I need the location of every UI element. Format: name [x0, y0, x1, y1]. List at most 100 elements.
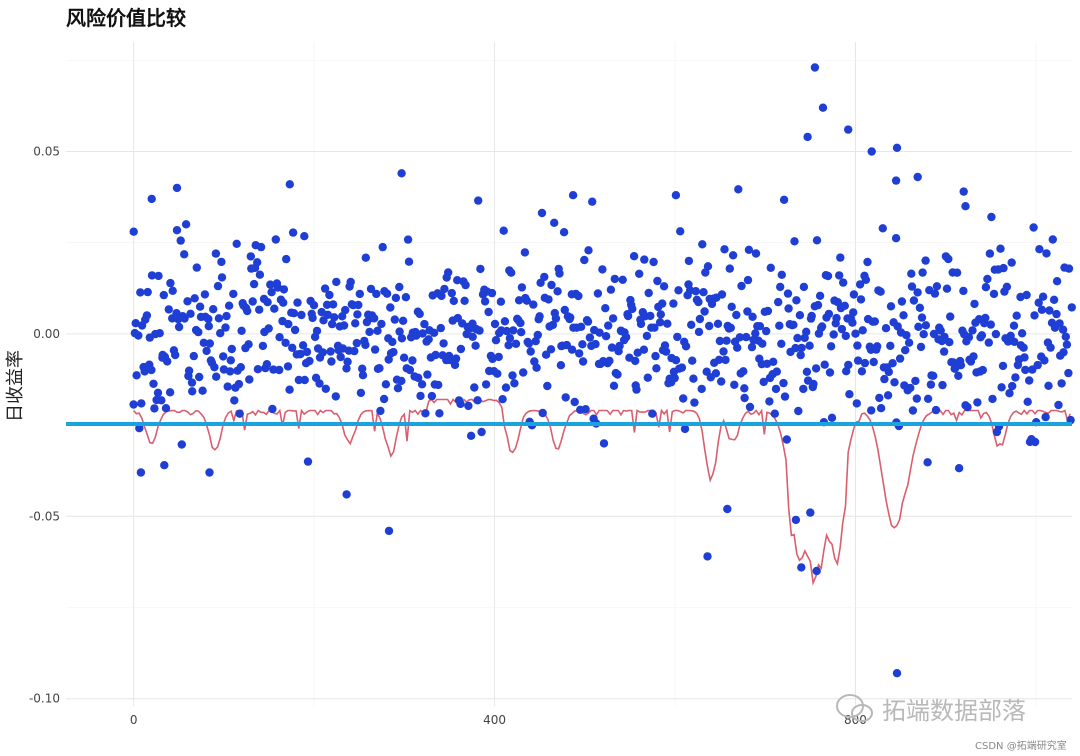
data-point	[607, 343, 617, 352]
data-point	[717, 377, 726, 386]
data-point	[404, 257, 414, 266]
data-point	[163, 357, 172, 366]
plot-panel-background	[66, 42, 1072, 706]
data-point	[153, 388, 163, 397]
data-point	[129, 400, 138, 409]
data-point	[245, 375, 254, 384]
data-point	[267, 288, 276, 297]
data-point	[403, 235, 413, 244]
data-point	[1029, 223, 1038, 232]
data-point	[689, 374, 698, 383]
data-point	[727, 302, 736, 311]
data-point	[297, 310, 306, 320]
data-point	[845, 390, 854, 399]
data-point	[1023, 397, 1032, 406]
data-point	[881, 324, 891, 333]
data-point	[997, 383, 1006, 392]
data-point	[906, 383, 915, 393]
data-point	[684, 256, 694, 266]
data-point	[700, 307, 709, 316]
data-point	[726, 323, 735, 332]
data-point	[919, 330, 928, 339]
data-point	[1007, 258, 1016, 267]
data-point	[742, 332, 751, 342]
data-point	[1055, 319, 1064, 328]
data-point	[253, 258, 262, 267]
data-point	[281, 338, 290, 347]
data-point	[775, 321, 784, 330]
data-point	[361, 340, 370, 350]
data-point	[763, 306, 773, 316]
data-point	[584, 246, 593, 255]
data-point	[899, 311, 908, 320]
data-point	[599, 439, 609, 448]
watermark: 拓端数据部落 CSDN @拓端研究室	[836, 694, 1067, 752]
data-point	[550, 218, 559, 227]
data-point	[195, 302, 205, 311]
data-point	[671, 356, 681, 365]
data-point	[779, 195, 789, 204]
data-point	[936, 326, 945, 335]
data-point	[688, 356, 697, 365]
data-point	[379, 394, 389, 404]
data-point	[585, 333, 595, 342]
data-point	[1058, 325, 1068, 334]
data-point	[456, 399, 465, 409]
data-point	[661, 347, 671, 356]
data-point	[930, 289, 940, 298]
data-point	[493, 369, 502, 378]
data-point	[921, 256, 930, 265]
data-point	[1052, 309, 1061, 319]
data-point	[759, 377, 768, 387]
data-point	[945, 338, 954, 347]
data-point	[517, 283, 527, 292]
data-point	[414, 373, 423, 382]
data-point	[743, 275, 753, 285]
data-point	[740, 384, 749, 393]
data-point	[1067, 303, 1077, 312]
data-point	[844, 125, 853, 134]
data-point	[566, 313, 575, 322]
data-point	[1064, 264, 1074, 273]
data-point	[200, 290, 210, 299]
data-point	[470, 383, 479, 392]
data-point	[670, 373, 679, 383]
data-point	[890, 378, 899, 387]
data-point	[172, 226, 182, 235]
data-point	[283, 362, 293, 371]
data-point	[418, 329, 427, 338]
data-point	[437, 291, 446, 301]
data-point	[632, 385, 641, 394]
data-point	[956, 361, 966, 370]
data-point	[551, 314, 561, 323]
data-point	[511, 339, 521, 348]
data-point	[779, 378, 788, 388]
data-point	[758, 339, 767, 348]
data-point	[180, 314, 189, 323]
data-point	[886, 302, 896, 311]
data-point	[381, 380, 391, 389]
data-point	[249, 279, 259, 289]
data-point	[155, 329, 164, 338]
data-point	[222, 311, 231, 321]
data-point	[543, 381, 552, 391]
data-point	[177, 440, 186, 449]
data-point	[851, 329, 860, 338]
data-point	[161, 404, 171, 413]
data-point	[720, 245, 729, 254]
data-point	[322, 300, 332, 309]
data-point	[268, 404, 277, 414]
data-point	[1040, 356, 1049, 365]
data-point	[305, 356, 314, 366]
data-point	[739, 367, 748, 376]
data-point	[212, 372, 221, 381]
data-point	[440, 284, 449, 294]
data-point	[466, 431, 476, 440]
data-point	[253, 365, 263, 374]
data-point	[1022, 290, 1031, 300]
data-point	[848, 318, 857, 327]
data-point	[370, 345, 380, 354]
data-point	[829, 330, 838, 339]
data-point	[429, 328, 439, 337]
data-point	[384, 526, 394, 536]
